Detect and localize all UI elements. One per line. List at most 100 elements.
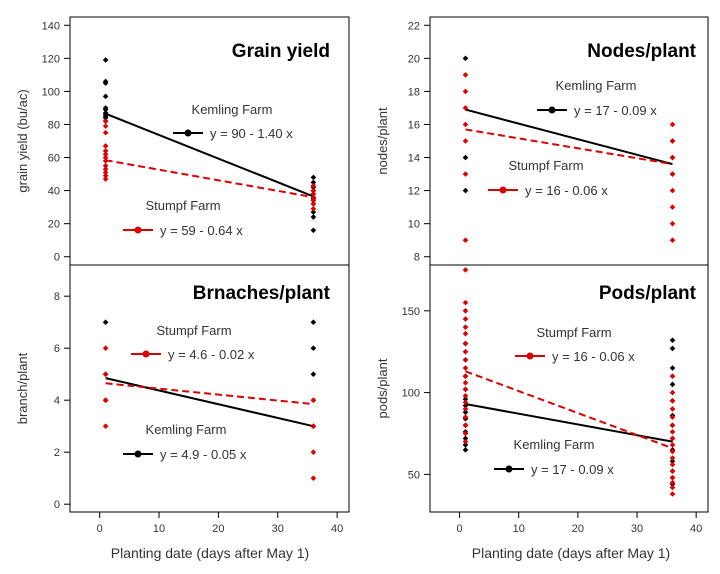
data-point (462, 435, 469, 442)
panel-brnaches-plant: 0 2 4 6 8 0 10 20 30 40 branch/plant Brnaches/plant… (15, 264, 350, 535)
legend-kemling-farm: Kemling Farm y = 17 - 0.09 x (494, 437, 614, 477)
data-point (102, 158, 109, 164)
y-tick-label: 14 (408, 153, 420, 165)
panel-title: Brnaches/plant (193, 283, 331, 304)
fit-line (105, 159, 314, 199)
y-tick-label: 20 (48, 219, 60, 231)
y-axis-label: grain yield (bu/ac) (15, 89, 30, 192)
data-point (669, 373, 676, 380)
y-tick-label: 10 (408, 219, 420, 231)
y-axis-label: pods/plant (375, 358, 390, 418)
y-axis-label: branch/plant (15, 352, 30, 424)
data-point (102, 319, 109, 325)
data-point (669, 484, 676, 491)
y-tick-label: 60 (48, 153, 60, 165)
data-point (669, 121, 676, 128)
data-point (669, 442, 676, 448)
fit-line (465, 108, 673, 166)
data-point (462, 373, 469, 380)
data-point (462, 396, 469, 402)
y-tick-label: 6 (54, 343, 60, 355)
data-point (462, 442, 469, 448)
data-point (669, 381, 676, 388)
data-point (462, 402, 469, 409)
y-tick-label: 2 (54, 447, 60, 459)
data-point (462, 105, 469, 111)
panel-title: Nodes/plant (587, 41, 696, 62)
data-point (462, 422, 469, 429)
data-point (669, 479, 676, 486)
y-tick-label: 100 (42, 86, 60, 98)
data-point (669, 154, 676, 161)
x-tick-label: 20 (212, 523, 224, 535)
data-point (462, 330, 469, 337)
data-point (669, 468, 676, 474)
y-tick-label: 8 (54, 291, 60, 303)
data-point (462, 187, 469, 194)
data-point (310, 174, 317, 181)
data-point (310, 205, 317, 212)
legend-label: Kemling Farm (556, 78, 637, 93)
data-point (310, 214, 317, 220)
y-axis-label: nodes/plant (375, 107, 390, 175)
legend-stumpf-farm: Stumpf Farm y = 59 - 0.64 x (123, 198, 243, 238)
data-point (462, 55, 469, 62)
data-point (462, 299, 469, 306)
data-point (310, 179, 317, 186)
data-point (310, 397, 317, 403)
panel-title: Pods/plant (599, 283, 697, 304)
legend-label: Stumpf Farm (508, 158, 583, 173)
y-tick-label: 20 (408, 53, 420, 65)
data-point (462, 447, 469, 453)
data-point (462, 340, 469, 347)
legend-equation: y = 4.6 - 0.02 x (168, 347, 255, 362)
data-point (462, 121, 469, 128)
y-tick-label: 12 (408, 186, 420, 198)
data-point (310, 423, 317, 429)
legend-marker (548, 106, 556, 114)
legend-stumpf-farm: Stumpf Farm y = 16 - 0.06 x (488, 158, 608, 198)
x-tick-label: 0 (457, 523, 463, 535)
legend-marker (134, 226, 142, 234)
data-point (669, 397, 676, 404)
panel-title: Grain yield (232, 41, 330, 62)
fit-line (105, 382, 314, 406)
data-point (102, 166, 109, 172)
data-point (669, 491, 676, 497)
x-tick-label: 20 (572, 523, 584, 535)
data-point (102, 148, 109, 154)
data-point (669, 414, 676, 420)
legend-marker (526, 352, 534, 360)
data-point (102, 143, 109, 149)
legend-label: Stumpf Farm (536, 325, 611, 340)
legend-marker (505, 465, 513, 473)
data-point (669, 389, 676, 396)
data-point (462, 399, 469, 406)
data-point (102, 129, 109, 136)
legend-kemling-farm: Kemling Farm y = 4.9 - 0.05 x (123, 422, 247, 462)
x-tick-label: 30 (272, 523, 284, 535)
y-tick-label: 0 (54, 499, 60, 511)
fit-line (465, 128, 673, 166)
data-point (310, 449, 317, 455)
x-tick-label: 40 (331, 523, 343, 535)
legend-kemling-farm: Kemling Farm y = 90 - 1.40 x (173, 102, 293, 141)
fit-line (465, 403, 673, 443)
legend-label: Stumpf Farm (156, 323, 231, 338)
x-tick-label: 10 (153, 523, 165, 535)
data-point (462, 308, 469, 314)
data-point (462, 357, 469, 363)
data-point (102, 123, 109, 129)
legend-equation: y = 59 - 0.64 x (160, 223, 243, 238)
data-point (462, 72, 469, 78)
y-tick-label: 120 (42, 53, 60, 65)
data-point (669, 237, 676, 243)
data-point (669, 461, 676, 468)
legend-marker (499, 186, 507, 194)
x-tick-label: 30 (631, 523, 643, 535)
legend-equation: y = 4.9 - 0.05 x (160, 447, 247, 462)
data-point (462, 348, 469, 355)
data-point (310, 191, 317, 197)
data-point (102, 176, 109, 182)
